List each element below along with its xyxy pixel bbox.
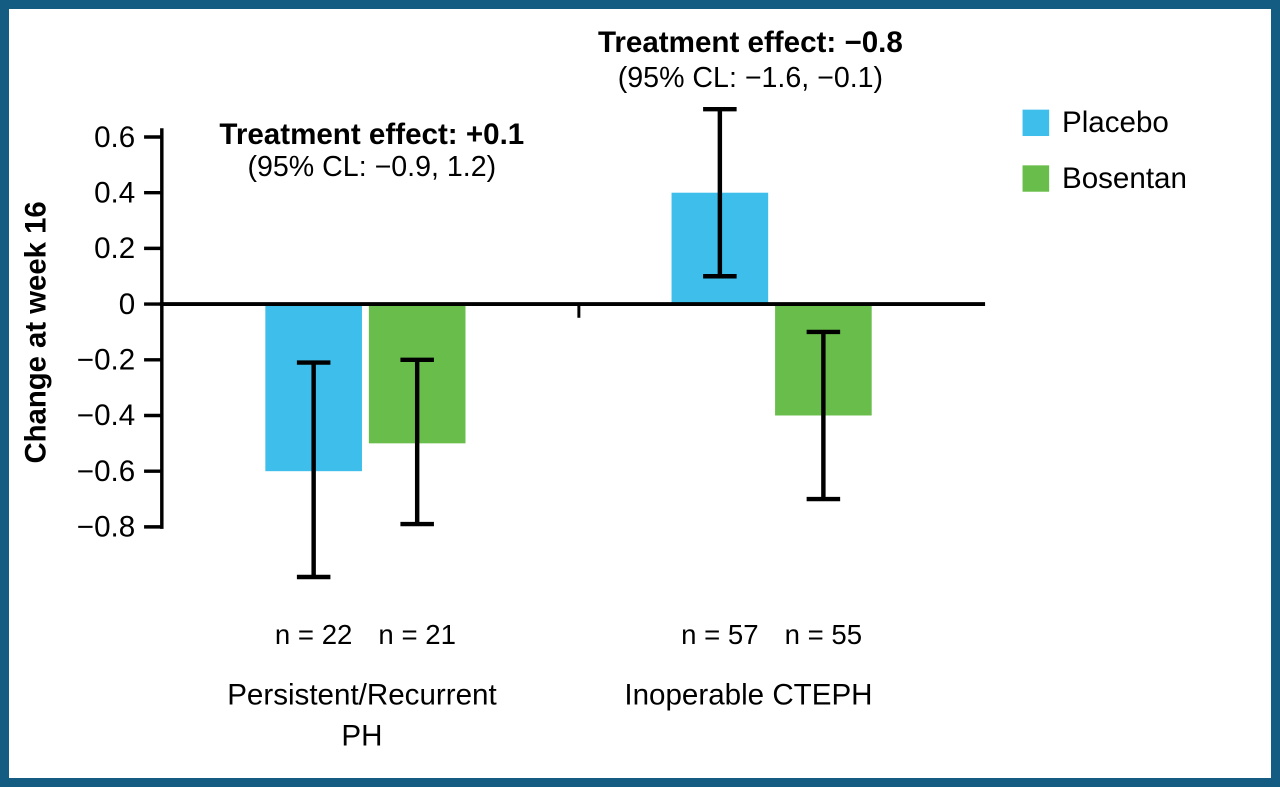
group-label: Inoperable CTEPH: [624, 679, 872, 712]
confidence-interval-label: (95% CL: −1.6, −0.1): [618, 62, 883, 94]
y-tick-label: −0.2: [77, 344, 135, 377]
legend-swatch-bosentan: [1022, 165, 1050, 192]
y-tick-label: 0: [119, 288, 135, 321]
y-tick-label: 0.2: [94, 232, 135, 265]
group-label: PH: [341, 720, 382, 753]
y-tick-label: −0.8: [77, 511, 135, 544]
y-tick-label: −0.4: [77, 399, 135, 432]
chart-svg: 0.6 0.4 0.2 0 −0.2 −0.4 −0.6 −0.8 n = 22 n = 21 Pe…: [19, 26, 1187, 753]
n-label: n = 57: [681, 619, 758, 650]
n-label: n = 55: [785, 619, 862, 650]
y-tick-label: 0.6: [94, 121, 135, 154]
treatment-effect-label: Treatment effect: −0.8: [598, 26, 903, 59]
n-label: n = 21: [378, 619, 455, 650]
legend-label-placebo: Placebo: [1062, 106, 1169, 139]
n-label: n = 22: [275, 619, 352, 650]
treatment-effect-label: Treatment effect: +0.1: [219, 118, 524, 151]
legend-swatch-placebo: [1022, 109, 1050, 137]
legend-label-bosentan: Bosentan: [1062, 162, 1187, 195]
confidence-interval-label: (95% CL: −0.9, 1.2): [248, 151, 497, 183]
y-axis-title: Change at week 16: [19, 201, 52, 463]
y-tick-label: 0.4: [94, 177, 135, 210]
y-tick-label: −0.6: [77, 455, 135, 488]
group-label: Persistent/Recurrent: [227, 679, 497, 712]
